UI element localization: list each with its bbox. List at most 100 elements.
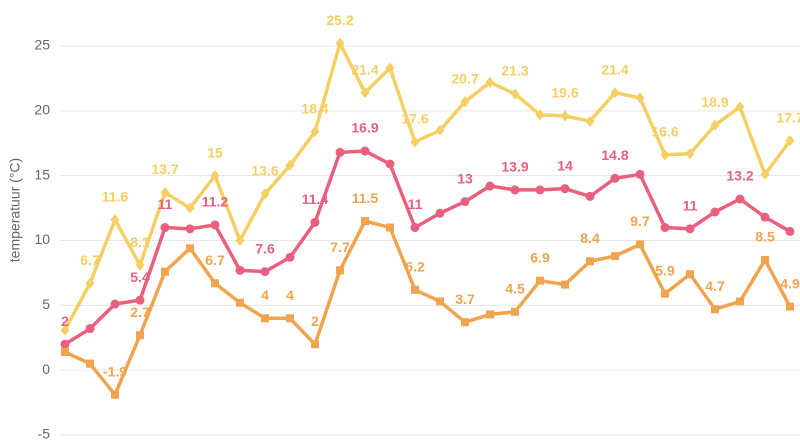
point <box>260 267 270 277</box>
point <box>461 318 469 327</box>
point <box>436 297 444 306</box>
point <box>761 255 769 264</box>
point <box>211 279 219 288</box>
data-label: 6.9 <box>530 249 550 265</box>
point <box>460 197 470 207</box>
data-label: 11.2 <box>202 194 229 210</box>
point <box>435 208 445 218</box>
point <box>285 252 295 262</box>
data-label: 13.2 <box>726 168 753 184</box>
point <box>636 240 644 249</box>
data-label: 21.4 <box>601 61 628 77</box>
point <box>760 212 770 222</box>
point <box>186 244 194 253</box>
y-tick-label: 10 <box>34 231 50 247</box>
data-label: 11 <box>158 196 173 212</box>
data-label: 13.6 <box>251 163 278 179</box>
point <box>210 220 220 230</box>
data-label: 3.7 <box>455 291 475 307</box>
point <box>635 92 645 104</box>
point <box>335 37 345 49</box>
point <box>460 96 470 108</box>
point <box>210 170 220 182</box>
point <box>160 223 170 233</box>
point <box>236 298 244 307</box>
point <box>536 276 544 285</box>
data-label: 11.5 <box>352 190 379 206</box>
point <box>560 184 570 194</box>
point <box>735 101 745 113</box>
point <box>561 280 569 289</box>
point <box>710 207 720 217</box>
data-label: 11.6 <box>102 188 129 204</box>
point <box>635 169 645 179</box>
data-label: 8.5 <box>755 229 775 245</box>
data-label: 9.7 <box>630 213 650 229</box>
point <box>485 181 495 191</box>
point <box>136 331 144 340</box>
point <box>61 348 69 357</box>
data-label: 13 <box>457 170 473 186</box>
data-label: 5.9 <box>655 262 675 278</box>
data-label: 16.9 <box>351 120 378 136</box>
data-label: 20.7 <box>451 70 478 86</box>
point <box>411 285 419 294</box>
data-label: 4 <box>286 287 294 303</box>
data-label: 19.6 <box>551 85 578 101</box>
data-label: 2.7 <box>130 304 150 320</box>
point <box>110 299 120 309</box>
point <box>786 302 794 311</box>
point <box>685 148 695 160</box>
series-line <box>64 219 792 397</box>
point <box>511 307 519 316</box>
data-label: 2 <box>311 313 319 329</box>
data-label: 17.7 <box>776 109 800 125</box>
y-tick-label: -5 <box>38 426 51 440</box>
point <box>311 340 319 349</box>
point <box>410 136 420 148</box>
point <box>60 324 70 336</box>
point <box>711 305 719 314</box>
point <box>686 270 694 279</box>
point <box>135 259 145 271</box>
point <box>260 188 270 200</box>
data-label: 4.9 <box>780 275 800 291</box>
data-label: 7.6 <box>255 240 275 256</box>
point <box>310 126 320 138</box>
y-axis-label: temperatuur (°C) <box>7 158 23 262</box>
point <box>710 119 720 131</box>
point <box>510 88 520 100</box>
point <box>660 223 670 233</box>
point <box>385 159 395 169</box>
point <box>235 235 245 246</box>
point <box>661 289 669 298</box>
point <box>535 109 545 121</box>
point <box>760 168 770 180</box>
point <box>261 314 269 323</box>
data-label: 5.4 <box>130 269 150 285</box>
point <box>585 191 595 201</box>
data-label: 4.5 <box>505 281 525 297</box>
point <box>161 267 169 276</box>
series-line <box>64 149 791 346</box>
point <box>286 314 294 323</box>
y-tick-label: 20 <box>34 102 50 118</box>
y-tick-label: 0 <box>42 361 50 377</box>
data-label: 7.7 <box>330 239 350 255</box>
point <box>336 266 344 275</box>
data-label: 11.4 <box>302 191 329 207</box>
point <box>685 224 695 234</box>
data-label: 25.2 <box>326 12 353 28</box>
data-label: 2 <box>61 313 69 329</box>
point <box>60 339 70 349</box>
point <box>385 62 395 74</box>
y-tick-label: 15 <box>34 166 50 182</box>
point <box>160 187 170 199</box>
data-label: 13.7 <box>151 161 178 177</box>
point <box>110 214 120 226</box>
point <box>85 324 95 334</box>
point <box>361 217 369 226</box>
data-label: 8.4 <box>580 230 600 246</box>
point <box>610 173 620 183</box>
data-label: 6.7 <box>80 252 100 268</box>
